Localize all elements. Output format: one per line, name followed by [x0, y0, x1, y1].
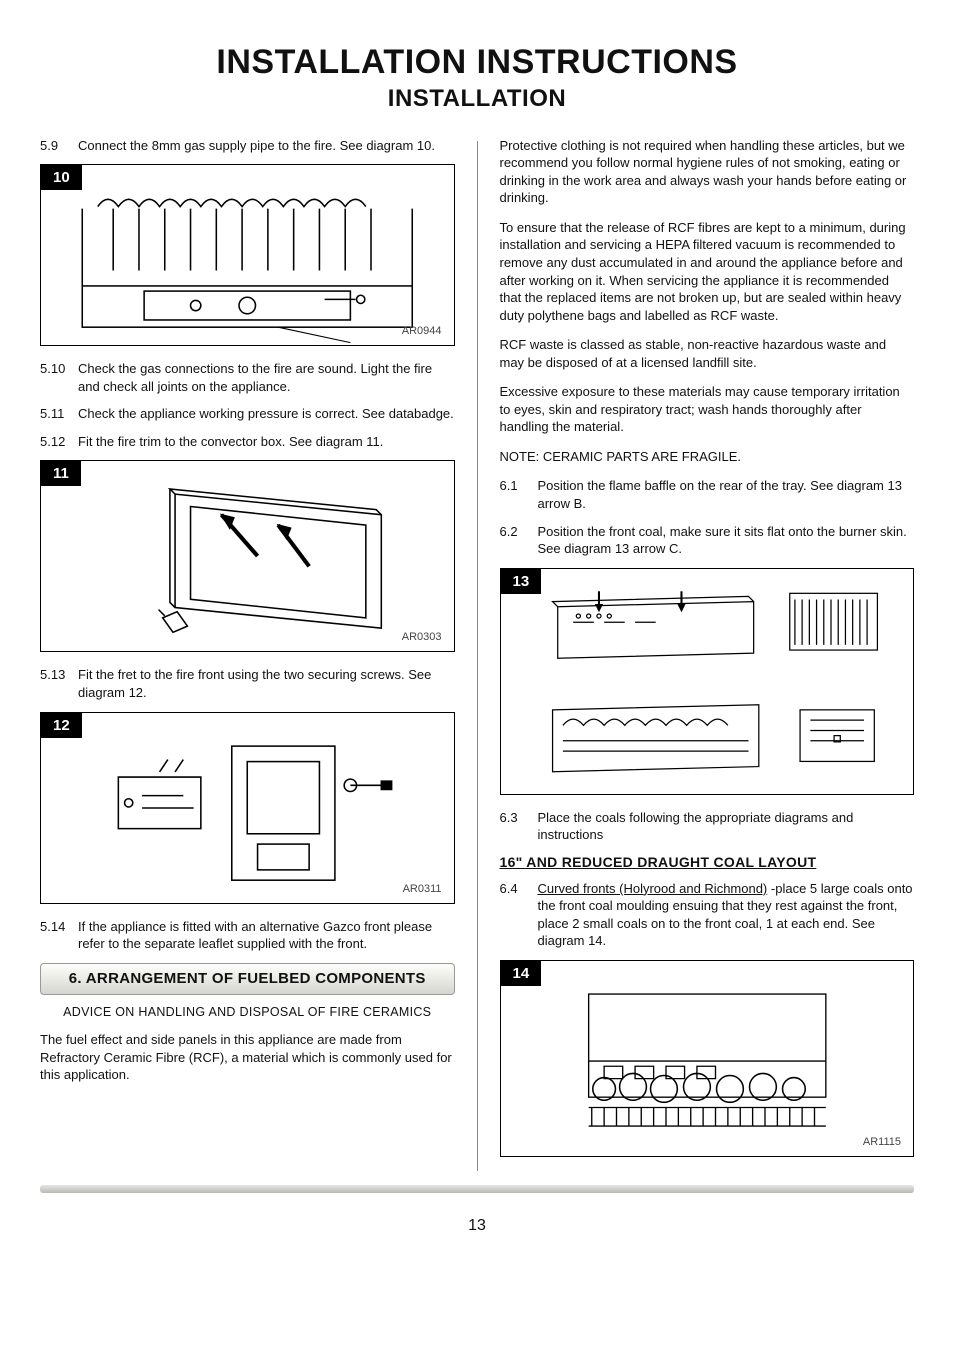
diagram-label: 12 — [41, 713, 82, 738]
diagram-ref: AR1115 — [863, 1136, 901, 1148]
section-6-heading: 6. ARRANGEMENT OF FUELBED COMPONENTS — [40, 963, 455, 996]
step-6-1: 6.1 Position the flame baffle on the rea… — [500, 477, 915, 512]
column-divider — [477, 141, 478, 1171]
step-number: 5.13 — [40, 666, 70, 701]
step-text: Place the coals following the appropriat… — [538, 809, 915, 844]
page-subtitle: INSTALLATION — [40, 85, 914, 113]
step-5-14: 5.14 If the appliance is fitted with an … — [40, 918, 455, 953]
footer-bar — [40, 1185, 914, 1193]
diagram-12: 12 AR0311 — [40, 712, 455, 904]
content-columns: 5.9 Connect the 8mm gas supply pipe to t… — [40, 137, 914, 1171]
step-number: 6.4 — [500, 880, 530, 950]
step-text: If the appliance is fitted with an alter… — [78, 918, 455, 953]
step-text: Connect the 8mm gas supply pipe to the f… — [78, 137, 455, 155]
rcf-intro: The fuel effect and side panels in this … — [40, 1031, 455, 1084]
step-text: Fit the fire trim to the convector box. … — [78, 433, 455, 451]
rcf-para-3: RCF waste is classed as stable, non-reac… — [500, 336, 915, 371]
diagram-10: 10 AR0944 — [40, 164, 455, 346]
step-6-3: 6.3 Place the coals following the approp… — [500, 809, 915, 844]
step-number: 5.11 — [40, 405, 70, 423]
step-text: Fit the fret to the fire front using the… — [78, 666, 455, 701]
step-text: Position the flame baffle on the rear of… — [538, 477, 915, 512]
right-column: Protective clothing is not required when… — [500, 137, 915, 1171]
step-number: 5.14 — [40, 918, 70, 953]
step-5-10: 5.10 Check the gas connections to the fi… — [40, 360, 455, 395]
diagram-14: 14 AR1115 — [500, 960, 915, 1157]
diagram-11: 11 AR0303 — [40, 460, 455, 652]
left-column: 5.9 Connect the 8mm gas supply pipe to t… — [40, 137, 455, 1171]
diagram-label: 10 — [41, 165, 82, 190]
step-6-4: 6.4 Curved fronts (Holyrood and Richmond… — [500, 880, 915, 950]
diagram-13: 13 — [500, 568, 915, 795]
rcf-para-1: Protective clothing is not required when… — [500, 137, 915, 207]
step-6-4-underline: Curved fronts (Holyrood and Richmond) — [538, 881, 768, 896]
step-number: 6.2 — [500, 523, 530, 558]
step-5-11: 5.11 Check the appliance working pressur… — [40, 405, 455, 423]
step-number: 5.9 — [40, 137, 70, 155]
rcf-para-2: To ensure that the release of RCF fibres… — [500, 219, 915, 324]
step-text: Check the gas connections to the fire ar… — [78, 360, 455, 395]
coal-layout-heading: 16" AND REDUCED DRAUGHT COAL LAYOUT — [500, 854, 915, 870]
fragile-note: NOTE: CERAMIC PARTS ARE FRAGILE. — [500, 448, 915, 466]
rcf-para-4: Excessive exposure to these materials ma… — [500, 383, 915, 436]
step-number: 5.12 — [40, 433, 70, 451]
page-title: INSTALLATION INSTRUCTIONS — [40, 45, 914, 81]
diagram-ref: AR0944 — [402, 325, 442, 337]
step-number: 6.3 — [500, 809, 530, 844]
diagram-label: 14 — [501, 961, 542, 986]
diagram-ref: AR0303 — [402, 631, 442, 643]
diagram-label: 13 — [501, 569, 542, 594]
step-number: 5.10 — [40, 360, 70, 395]
diagram-ref: AR0311 — [403, 883, 442, 895]
diagram-label: 11 — [41, 461, 81, 486]
step-5-13: 5.13 Fit the fret to the fire front usin… — [40, 666, 455, 701]
step-text: Curved fronts (Holyrood and Richmond) -p… — [538, 880, 915, 950]
step-6-2: 6.2 Position the front coal, make sure i… — [500, 523, 915, 558]
page-number: 13 — [40, 1217, 914, 1235]
step-5-12: 5.12 Fit the fire trim to the convector … — [40, 433, 455, 451]
step-text: Check the appliance working pressure is … — [78, 405, 455, 423]
step-text: Position the front coal, make sure it si… — [538, 523, 915, 558]
step-5-9: 5.9 Connect the 8mm gas supply pipe to t… — [40, 137, 455, 155]
advice-heading: ADVICE ON HANDLING AND DISPOSAL OF FIRE … — [40, 1005, 455, 1019]
step-number: 6.1 — [500, 477, 530, 512]
